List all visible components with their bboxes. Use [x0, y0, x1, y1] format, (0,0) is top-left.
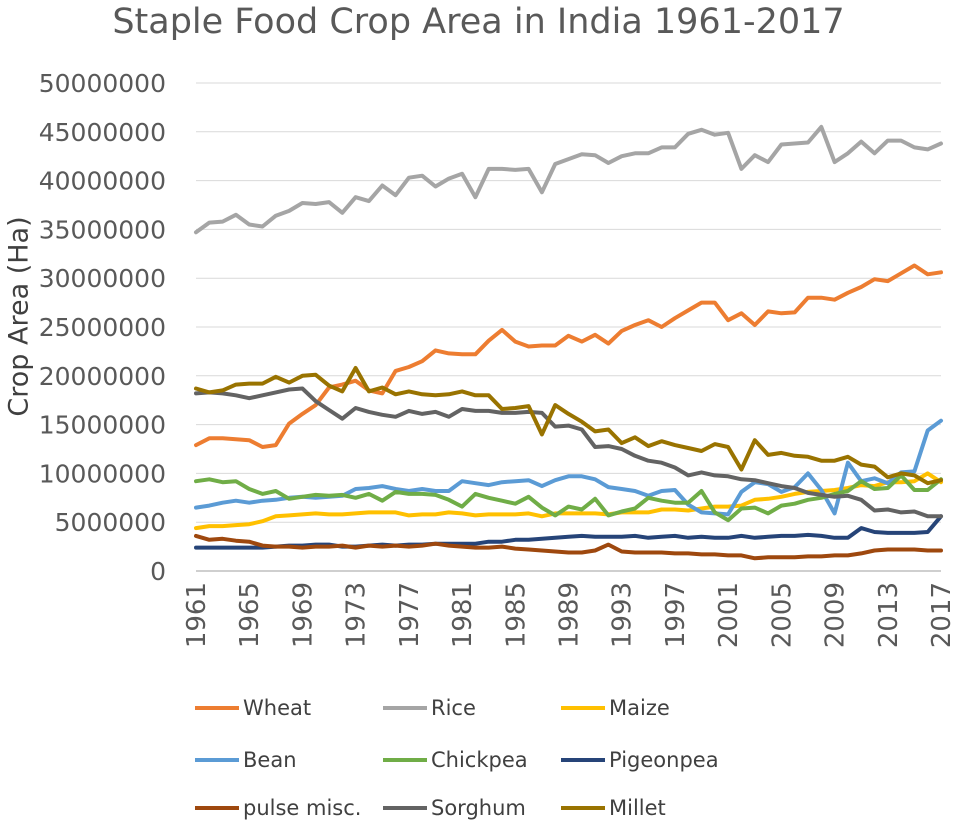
legend-label: Maize — [609, 696, 670, 720]
x-tick-label: 2005 — [767, 582, 797, 648]
y-tick-label: 0 — [150, 557, 166, 586]
series-line-pigeonpea — [194, 514, 943, 550]
x-tick-label: 2009 — [821, 582, 851, 648]
legend-swatch — [561, 706, 605, 710]
x-tick-label: 1997 — [661, 582, 691, 648]
y-tick-label: 25000000 — [39, 313, 166, 342]
y-tick-label: 15000000 — [39, 411, 166, 440]
series-line-bean — [194, 418, 943, 517]
series-line-chickpea — [194, 473, 943, 523]
legend-item: Wheat — [195, 696, 311, 720]
legend-label: Sorghum — [431, 796, 526, 820]
legend-label: Bean — [243, 748, 297, 772]
x-tick-label: 1961 — [182, 582, 212, 648]
y-tick-label: 50000000 — [39, 69, 166, 98]
x-tick-label: 2017 — [927, 582, 957, 648]
series-line-rice — [194, 124, 943, 235]
legend-label: Pigeonpea — [609, 748, 719, 772]
legend-swatch — [383, 806, 427, 810]
y-tick-label: 30000000 — [39, 264, 166, 293]
x-tick-label: 2001 — [714, 582, 744, 648]
chart-title: Staple Food Crop Area in India 1961-2017 — [112, 2, 845, 42]
legend-swatch — [195, 706, 239, 710]
legend-swatch — [561, 806, 605, 810]
series-line-sorghum — [194, 386, 943, 519]
legend-swatch — [383, 758, 427, 762]
y-tick-label: 35000000 — [39, 215, 166, 244]
x-tick-label: 1969 — [288, 582, 318, 648]
x-tick-label: 1977 — [395, 582, 425, 648]
legend-item: Millet — [561, 796, 666, 820]
x-tick-label: 1973 — [342, 582, 372, 648]
legend-swatch — [383, 706, 427, 710]
x-tick-label: 1989 — [555, 582, 585, 648]
series-line-millet — [194, 366, 943, 486]
x-tick-label: 2013 — [874, 582, 904, 648]
legend-item: Rice — [383, 696, 476, 720]
series-line-pulse-misc — [194, 533, 943, 561]
legend-swatch — [561, 758, 605, 762]
legend-swatch — [195, 758, 239, 762]
series-line-wheat — [194, 263, 943, 449]
series-line-maize — [194, 471, 943, 531]
legend-swatch — [195, 806, 239, 810]
x-tick-label: 1993 — [608, 582, 638, 648]
legend-label: Rice — [431, 696, 476, 720]
x-tick-label: 1965 — [235, 582, 265, 648]
legend-item: Bean — [195, 748, 297, 772]
legend-item: Sorghum — [383, 796, 526, 820]
y-tick-label: 45000000 — [39, 118, 166, 147]
legend-item: Maize — [561, 696, 670, 720]
x-tick-label: 1981 — [448, 582, 478, 648]
legend-label: Millet — [609, 796, 666, 820]
y-tick-label: 5000000 — [55, 508, 166, 537]
legend-item: Pigeonpea — [561, 748, 719, 772]
legend-label: Chickpea — [431, 748, 528, 772]
y-tick-label: 20000000 — [39, 362, 166, 391]
legend-item: Chickpea — [383, 748, 528, 772]
legend-item: pulse misc. — [195, 796, 361, 820]
x-tick-label: 1985 — [501, 582, 531, 648]
y-tick-label: 10000000 — [39, 459, 166, 488]
legend-label: pulse misc. — [243, 796, 362, 820]
legend-label: Wheat — [243, 696, 312, 720]
y-tick-label: 40000000 — [39, 167, 166, 196]
